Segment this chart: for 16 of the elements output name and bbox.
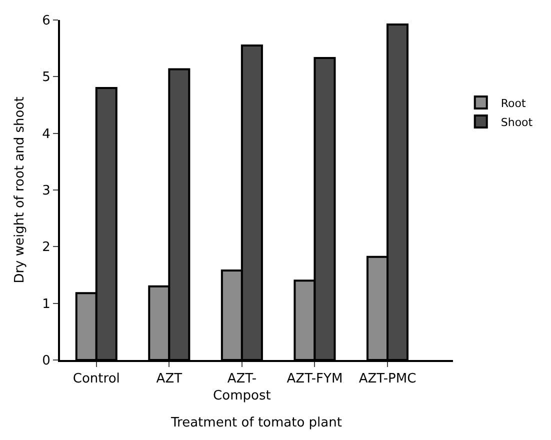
y-tick-label: 2 — [42, 240, 50, 256]
legend-label: Root — [500, 96, 526, 110]
y-tick-label: 3 — [42, 184, 50, 199]
y-axis-title: Dry weight of root and shoot — [12, 96, 28, 284]
y-tick-label: 5 — [42, 70, 50, 86]
y-tick-label: 0 — [42, 354, 50, 369]
x-tick-label: AZT-Compost — [213, 372, 271, 404]
x-tick-label: AZT — [156, 372, 182, 387]
y-tick-label: 4 — [42, 126, 50, 142]
x-tick-label: AZT-FYM — [286, 372, 343, 387]
y-tick-label: 1 — [42, 296, 50, 312]
x-axis-title: Treatment of tomato plant — [170, 416, 342, 431]
legend-label: Shoot — [500, 116, 534, 129]
y-tick-label: 6 — [42, 14, 50, 29]
x-tick-label: AZT-PMC — [358, 372, 416, 387]
x-tick-label: Control — [72, 372, 120, 387]
